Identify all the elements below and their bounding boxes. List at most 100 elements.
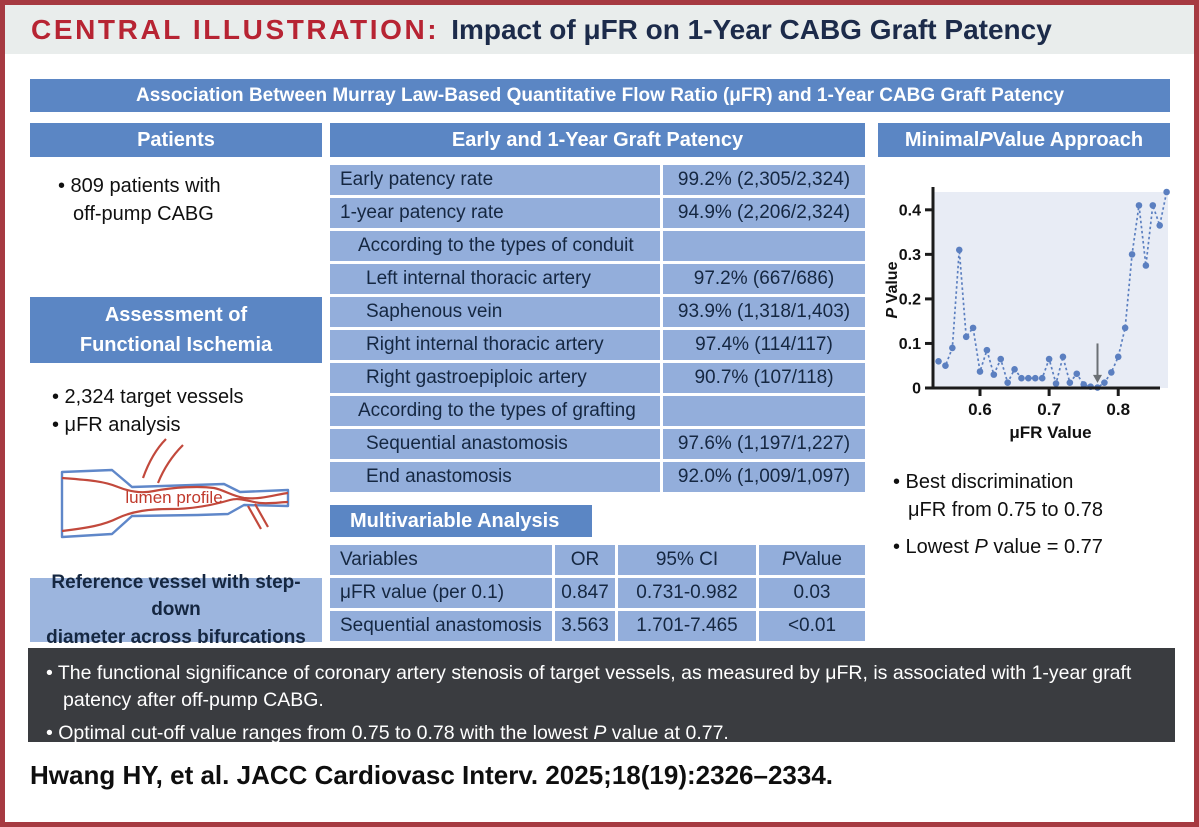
assessment-header-line1: Assessment of xyxy=(104,304,248,326)
data-point xyxy=(935,357,942,365)
patency-row: Sequential anastomosis 97.6% (1,197/1,227… xyxy=(330,429,865,459)
key-findings-box: • The functional significance of coronar… xyxy=(28,648,1175,744)
patency-row: Right gastroepiploic artery 90.7% (107/11… xyxy=(330,363,865,393)
data-point xyxy=(1038,374,1046,382)
multivariable-cell: 3.563 xyxy=(555,611,615,641)
patients-header: Patients xyxy=(30,123,322,157)
data-point xyxy=(983,346,991,354)
data-point xyxy=(1149,202,1157,209)
multivariable-cell: μFR value (per 0.1) xyxy=(330,578,552,608)
data-point xyxy=(942,362,949,370)
data-point xyxy=(1045,355,1053,363)
data-point xyxy=(1080,381,1087,388)
minimum-arrow-head xyxy=(1093,374,1102,383)
y-tick-label: 0.2 xyxy=(899,291,921,308)
patency-row-label: Right gastroepiploic artery xyxy=(330,363,660,393)
assessment-bullet-1: • 2,324 target vessels xyxy=(52,386,244,408)
patency-row-label: 1-year patency rate xyxy=(330,198,660,228)
assessment-header-line2: Functional Ischemia xyxy=(79,334,273,356)
y-tick-label: 0.3 xyxy=(899,247,921,264)
patency-row: Saphenous vein 93.9% (1,318/1,403) xyxy=(330,297,865,327)
assessment-header: Assessment of Functional Ischemia xyxy=(30,297,322,363)
patency-row: End anastomosis 92.0% (1,009/1,097) xyxy=(330,462,865,492)
x-tick-label: 0.8 xyxy=(1106,400,1130,419)
reference-vessel-note: Reference vessel with step-down diameter… xyxy=(30,572,322,648)
data-point xyxy=(1108,369,1115,376)
multivariable-cell: 0.847 xyxy=(555,578,615,608)
lumen-top-contour xyxy=(61,476,289,500)
data-point xyxy=(1031,374,1039,382)
multivariable-cell: Sequential anastomosis xyxy=(330,611,552,641)
patency-row-label: Early patency rate xyxy=(330,165,660,195)
vessel-diagram: lumen profile xyxy=(60,438,290,539)
patency-row: Right internal thoracic artery 97.4% (114… xyxy=(330,330,865,360)
patency-row-label: Saphenous vein xyxy=(330,297,660,327)
multivariable-row: μFR value (per 0.1) 0.847 0.731-0.982 0.03 xyxy=(330,578,865,608)
lowest-p-value-bullet: • Lowest P value = 0.77 xyxy=(893,536,1103,558)
assessment-bullets: • 2,324 target vessels • μFR analysis xyxy=(52,383,244,439)
data-point xyxy=(1066,379,1074,386)
key-finding-1: • The functional significance of coronar… xyxy=(46,662,1132,711)
y-tick-label: 0.4 xyxy=(899,202,921,219)
multivariable-header-row: Variables OR 95% CI P Value xyxy=(330,545,865,575)
patency-row-value: 93.9% (1,318/1,403) xyxy=(663,297,865,327)
side-branch-upper xyxy=(141,438,184,484)
patency-row-value: 92.0% (1,009/1,097) xyxy=(663,462,865,492)
best-discrimination-line2: μFR from 0.75 to 0.78 xyxy=(908,499,1103,521)
reference-line1: Reference vessel with step-down xyxy=(51,571,301,621)
side-branch-lower xyxy=(247,503,269,530)
data-point xyxy=(1101,379,1108,386)
y-axis-label: P Value xyxy=(884,261,901,318)
vessel-outline xyxy=(60,468,290,539)
data-point xyxy=(1135,202,1143,209)
citation: Hwang HY, et al. JACC Cardiovasc Interv.… xyxy=(30,760,834,790)
patency-row: 1-year patency rate 94.9% (2,206/2,324) xyxy=(330,198,865,228)
data-point xyxy=(1163,188,1170,196)
patency-row-value xyxy=(663,231,865,261)
patency-row-value: 97.2% (667/686) xyxy=(663,264,865,294)
data-point xyxy=(955,246,963,254)
patency-row-label: Left internal thoracic artery xyxy=(330,264,660,294)
multivariable-cell: 1.701-7.465 xyxy=(618,611,756,641)
patency-row: Early patency rate 99.2% (2,305/2,324) xyxy=(330,165,865,195)
multivariable-cell: <0.01 xyxy=(759,611,865,641)
patency-row-value: 97.4% (114/117) xyxy=(663,330,865,360)
patency-row-value: 97.6% (1,197/1,227) xyxy=(663,429,865,459)
patency-row-label: According to the types of grafting xyxy=(330,396,660,426)
patency-row-value: 99.2% (2,305/2,324) xyxy=(663,165,865,195)
x-tick-label: 0.6 xyxy=(968,400,992,419)
data-point xyxy=(1121,324,1129,332)
data-point xyxy=(1156,222,1164,229)
page-title: Impact of μFR on 1-Year CABG Graft Paten… xyxy=(451,13,1052,45)
graft-patency-header: Early and 1-Year Graft Patency xyxy=(330,123,865,157)
patency-row-label: Sequential anastomosis xyxy=(330,429,660,459)
x-axis-label: μFR Value xyxy=(1009,423,1091,442)
patency-table: Early patency rate 99.2% (2,305/2,324) 1-y… xyxy=(330,165,865,495)
reference-line2: diameter across bifurcations xyxy=(46,626,306,648)
p-value-chart: 0 0.1 0.2 0.3 0.4 0.6 0.7 0.8 P Value μFR Value xyxy=(884,187,1170,442)
patency-row-value xyxy=(663,396,865,426)
multivariable-cell: 0.03 xyxy=(759,578,865,608)
multivariable-header-cell: 95% CI xyxy=(618,545,756,575)
association-banner: Association Between Murray Law-Based Qua… xyxy=(30,79,1170,112)
patency-row: Left internal thoracic artery 97.2% (667/… xyxy=(330,264,865,294)
patency-row-label: End anastomosis xyxy=(330,462,660,492)
patency-row-label: Right internal thoracic artery xyxy=(330,330,660,360)
y-tick-label: 0 xyxy=(912,381,921,398)
patency-row: According to the types of grafting xyxy=(330,396,865,426)
data-point xyxy=(976,368,984,375)
data-point xyxy=(1142,262,1150,269)
data-point xyxy=(962,333,970,341)
title-band: CENTRAL ILLUSTRATION: Impact of μFR on 1… xyxy=(5,5,1194,54)
data-point xyxy=(997,355,1005,363)
title-label: CENTRAL ILLUSTRATION: xyxy=(31,13,440,45)
best-discrimination-bullet: • Best discrimination μFR from 0.75 to 0… xyxy=(893,468,1103,524)
patients-bullet-line1: • 809 patients with xyxy=(58,175,221,197)
patency-row-value: 90.7% (107/118) xyxy=(663,363,865,393)
data-point xyxy=(949,344,956,352)
data-point xyxy=(1073,370,1081,378)
data-point xyxy=(1128,251,1136,258)
minimal-p-value-header: Minimal P Value Approach xyxy=(878,123,1170,157)
patency-row-label: According to the types of conduit xyxy=(330,231,660,261)
